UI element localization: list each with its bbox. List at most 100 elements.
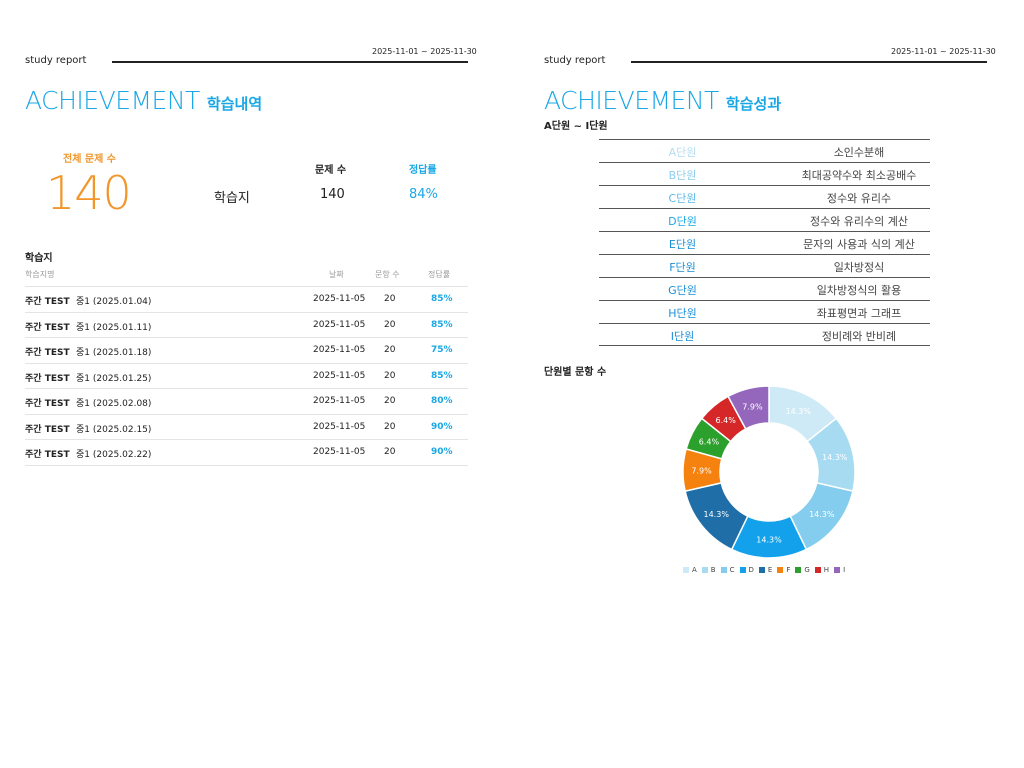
donut-label-g: 6.4% [699,437,720,446]
header-date: 2025-11-01 ~ 2025-11-30 [372,47,477,56]
worksheet-date: 2025-11-05 [313,345,366,355]
donut-slice-i [727,385,770,430]
legend-item: G [795,566,810,574]
worksheet-count: 20 [384,319,396,330]
worksheet-name: 주간 TEST [25,399,70,409]
left-page: study report 2025-11-01 ~ 2025-11-30 ACH… [25,47,477,466]
legend-label: E [767,566,773,574]
unit-description: 소인수분해 [833,146,885,159]
donut-label-i: 7.9% [742,403,763,412]
worksheet-rate: 85% [431,294,453,304]
worksheet-rate: 90% [431,421,453,432]
title-sub: 학습내역 [206,95,263,113]
header-divider [112,61,468,63]
unit-name: E단원 [668,238,697,251]
correct-rate-header: 정답률 [409,165,437,176]
table-row: 주간 TEST 중1 (2025.01.04) 2025-11-05 20 85% [25,287,468,313]
worksheet-count: 20 [384,294,396,304]
worksheet-section-title: 학습지 [25,253,53,264]
worksheet-name: 주간 TEST [25,297,70,307]
header-divider [631,61,987,63]
unit-row: C단원 정수와 유리수 [599,185,930,208]
unit-name: H단원 [668,307,697,320]
legend-label: B [710,566,716,574]
chart-title: 단원별 문항 수 [544,367,607,378]
unit-description: 일차방정식의 활용 [816,284,902,297]
worksheet-grade-date: 중1 (2025.01.04) [76,297,152,307]
worksheet-name: 주간 TEST [25,322,70,333]
worksheet-count: 20 [384,396,396,406]
donut-label-h: 6.4% [716,416,737,425]
donut-label-e: 14.3% [704,510,730,519]
page-title: ACHIEVEMENT 학습내역 [25,86,262,115]
donut-label-a: 14.3% [786,407,812,416]
worksheet-grade-date: 중1 (2025.02.22) [76,450,152,460]
unit-row: H단원 좌표평면과 그래프 [599,300,930,323]
unit-description: 좌표평면과 그래프 [816,307,902,320]
unit-description: 정수와 유리수 [826,192,892,205]
worksheet-rate: 80% [431,396,453,406]
worksheet-rate: 85% [431,370,453,381]
unit-description: 정비례와 반비례 [821,330,897,343]
legend-label: G [804,566,810,574]
legend-swatch [777,567,784,573]
legend-item: H [814,566,830,574]
legend-label: D [748,566,754,574]
worksheet-date: 2025-11-05 [313,319,366,330]
worksheet-rate: 75% [431,345,453,355]
header-label: study report [25,55,87,66]
legend-swatch [720,567,727,573]
worksheet-count: 20 [384,421,396,432]
legend-item: B [701,566,716,574]
worksheet-grade-date: 중1 (2025.01.25) [76,373,152,384]
unit-description: 최대공약수와 최소공배수 [801,169,917,182]
unit-row: E단원 문자의 사용과 식의 계산 [599,231,930,254]
table-row: 주간 TEST 중1 (2025.01.25) 2025-11-05 20 85% [25,364,468,389]
unit-row: A단원 소인수분해 [599,139,930,162]
legend-swatch [814,567,821,573]
table-row: 주간 TEST 중1 (2025.02.22) 2025-11-05 20 90% [25,440,468,466]
table-row: 주간 TEST 중1 (2025.02.08) 2025-11-05 20 80% [25,389,468,415]
legend-swatch [834,567,841,573]
legend-swatch [795,567,802,573]
donut-label-b: 14.3% [822,453,848,462]
legend-item: I [834,566,845,574]
unit-name: G단원 [668,284,697,297]
legend-swatch [683,567,689,573]
col-rate-header: 정답률 [428,270,451,279]
table-row: 주간 TEST 중1 (2025.01.18) 2025-11-05 20 75% [25,338,468,364]
col-name-header: 학습지명 [25,270,55,279]
legend-label: C [729,566,735,574]
legend-item: E [758,566,773,574]
unit-row: I단원 정비례와 반비례 [599,323,930,346]
right-page: study report 2025-11-01 ~ 2025-11-30 ACH… [519,0,1024,768]
unit-name: F단원 [669,261,696,274]
unit-name: A단원 [668,146,697,159]
total-problems-label: 전체 문제 수 [63,154,116,165]
worksheet-date: 2025-11-05 [313,396,366,406]
unit-row: D단원 정수와 유리수의 계산 [599,208,930,231]
worksheet-name: 주간 TEST [25,424,70,435]
unit-name: C단원 [668,192,697,205]
legend-label: H [823,566,830,574]
worksheet-date: 2025-11-05 [313,421,366,432]
unit-description: 일차방정식 [833,261,885,274]
title-main: ACHIEVEMENT [544,86,719,115]
worksheet-name: 주간 TEST [25,373,70,384]
legend-swatch [739,567,746,573]
col-date-header: 날짜 [329,270,344,279]
donut-label-c: 14.3% [809,510,835,519]
unit-description: 문자의 사용과 식의 계산 [803,238,915,251]
unit-row: F단원 일차방정식 [599,254,930,277]
worksheet-grade-date: 중1 (2025.02.15) [76,424,152,435]
unit-range-label: A단원 ~ I단원 [544,121,608,132]
legend-label: A [692,566,697,574]
page-title: ACHIEVEMENT 학습성과 [544,86,781,115]
worksheet-date: 2025-11-05 [313,294,366,304]
title-sub: 학습성과 [725,95,782,113]
problem-count-header: 문제 수 [315,165,347,176]
col-count-header: 문항 수 [375,270,400,279]
worksheet-count: 20 [384,447,396,457]
worksheet-date: 2025-11-05 [313,370,366,381]
worksheet-table-header: 학습지명 날짜 문항 수 정답률 [25,268,468,287]
